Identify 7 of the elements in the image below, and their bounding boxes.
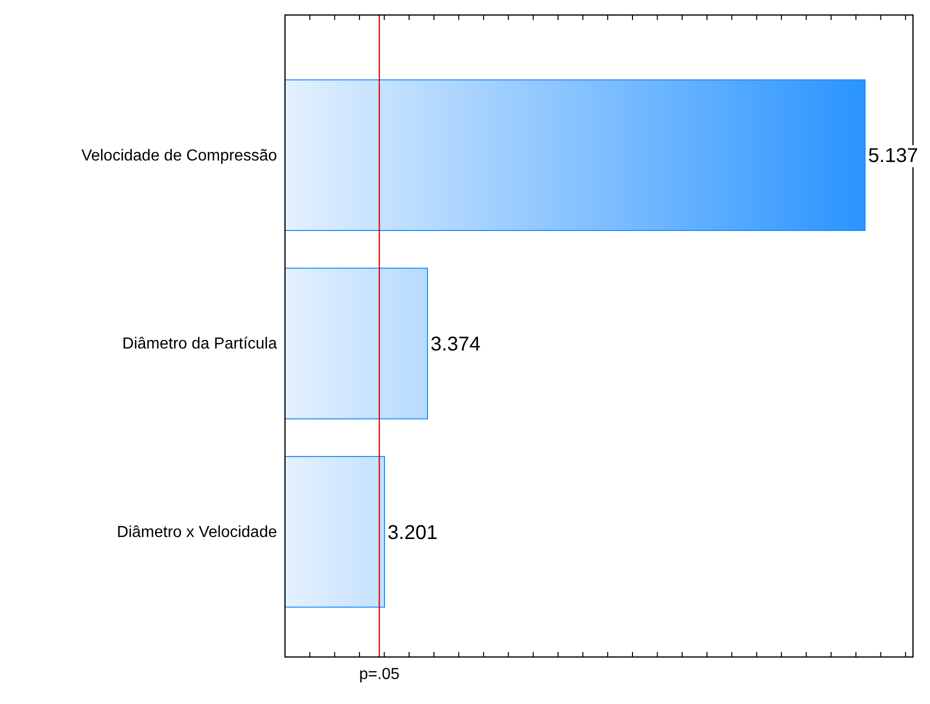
data-label: 3.201 (388, 522, 438, 544)
y-tick-label: Diâmetro x Velocidade (116, 524, 278, 541)
y-tick-label: Velocidade de Compressão (81, 147, 278, 164)
data-label: 5.137 (868, 145, 918, 168)
y-tick-label: Diâmetro da Partícula (122, 336, 278, 353)
ref-line-label: p=.05 (359, 666, 400, 683)
data-label: 3.374 (430, 334, 481, 356)
